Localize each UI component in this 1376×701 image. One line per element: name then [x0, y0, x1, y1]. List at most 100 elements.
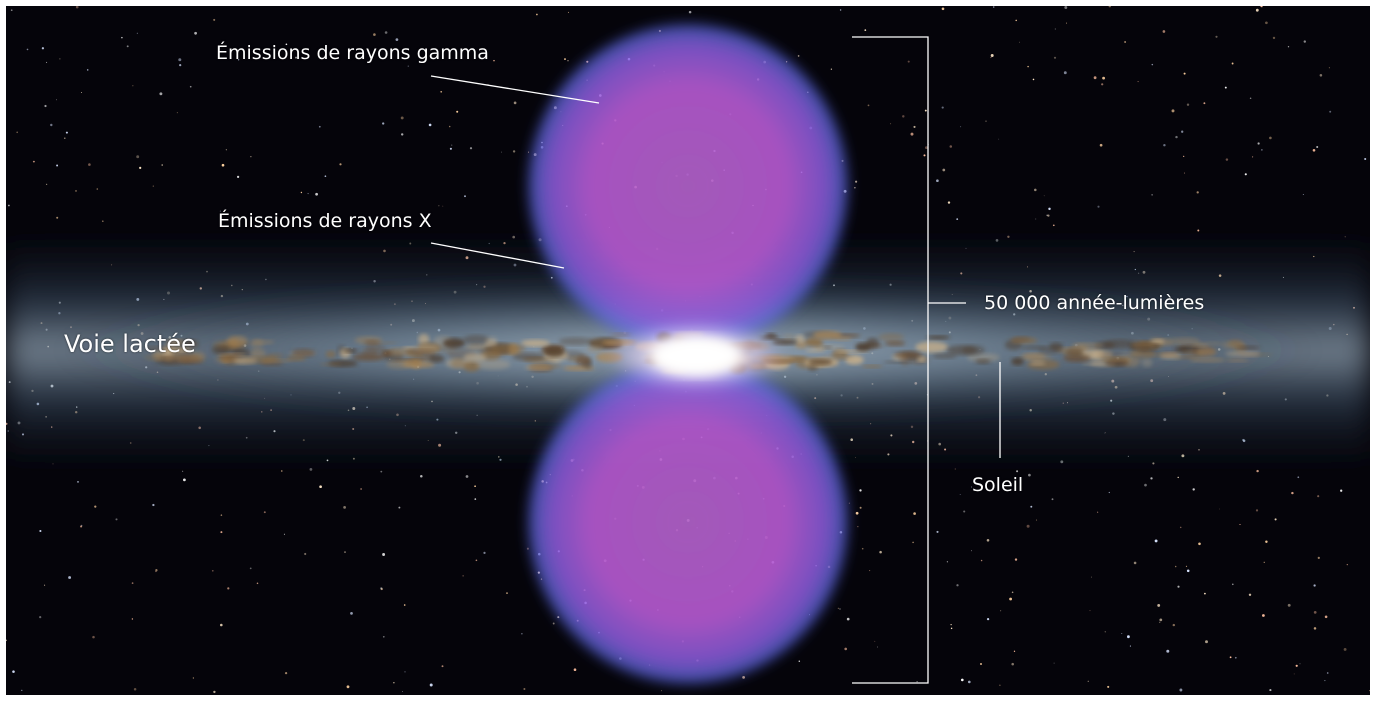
star	[1328, 67, 1330, 69]
star	[1205, 640, 1208, 644]
star	[567, 59, 569, 62]
star	[1183, 72, 1186, 75]
star	[1150, 477, 1153, 480]
star	[1329, 110, 1332, 113]
star	[1255, 509, 1259, 512]
star	[192, 677, 195, 679]
dust-cloud	[226, 335, 248, 347]
dust-cloud	[380, 350, 392, 357]
dust-cloud	[521, 339, 550, 347]
star	[395, 38, 399, 41]
star	[1274, 518, 1277, 521]
dust-cloud	[931, 353, 957, 359]
star	[220, 531, 223, 534]
star	[864, 29, 867, 31]
star	[797, 55, 800, 57]
star	[75, 189, 77, 192]
star	[213, 690, 216, 694]
star	[1026, 524, 1030, 528]
star	[1064, 6, 1068, 9]
star	[219, 210, 221, 212]
star	[152, 185, 154, 187]
star	[44, 104, 47, 108]
star	[855, 180, 858, 183]
star	[956, 218, 959, 220]
star	[1181, 130, 1184, 133]
star	[88, 163, 91, 166]
star	[1174, 565, 1177, 568]
star	[877, 646, 878, 648]
star	[1051, 498, 1054, 501]
star	[925, 146, 928, 150]
star	[879, 550, 882, 554]
dust-cloud	[1237, 345, 1261, 350]
star	[39, 529, 42, 533]
star	[1291, 491, 1294, 495]
star	[449, 147, 452, 150]
star	[429, 683, 433, 687]
dust-cloud	[1174, 346, 1189, 353]
star	[132, 85, 134, 87]
star	[80, 525, 83, 528]
star	[1032, 78, 1035, 81]
star	[179, 64, 182, 67]
dust-cloud	[530, 360, 548, 365]
star	[346, 685, 350, 689]
star	[236, 175, 240, 179]
star	[81, 92, 82, 94]
star	[21, 689, 23, 692]
dust-cloud	[1141, 358, 1153, 368]
star	[39, 615, 42, 619]
star	[1215, 35, 1218, 38]
dust-cloud	[558, 337, 595, 346]
star	[874, 640, 876, 642]
star	[1317, 495, 1320, 498]
star	[1265, 21, 1268, 25]
star	[56, 99, 57, 101]
star	[990, 54, 994, 57]
star	[380, 587, 383, 590]
star	[867, 104, 870, 107]
dust-cloud	[1196, 347, 1217, 357]
star	[1177, 476, 1179, 479]
star	[220, 623, 223, 627]
star	[1192, 488, 1195, 491]
star	[77, 481, 79, 483]
star	[1099, 143, 1103, 147]
dust-cloud	[1130, 349, 1155, 359]
xray-pointer-line	[430, 242, 565, 269]
star	[1248, 593, 1252, 597]
scale-bracket	[852, 36, 929, 684]
star	[213, 18, 216, 21]
star	[500, 151, 502, 153]
star	[1316, 145, 1319, 149]
dust-cloud	[1174, 355, 1199, 360]
star	[985, 120, 987, 122]
star	[830, 68, 833, 70]
star	[1244, 173, 1247, 176]
dust-cloud	[1228, 339, 1243, 348]
star	[295, 56, 298, 59]
dust-cloud	[475, 359, 511, 370]
star	[1052, 224, 1055, 227]
star	[521, 633, 523, 635]
star	[318, 125, 321, 128]
star	[474, 485, 476, 488]
galaxy-artwork	[6, 6, 1370, 695]
star	[307, 193, 309, 195]
star	[839, 9, 842, 11]
dust-cloud	[808, 358, 833, 366]
star	[854, 187, 856, 189]
star	[483, 551, 486, 555]
star	[688, 10, 692, 14]
star	[1030, 505, 1033, 508]
gamma-emission-label: Émissions de rayons gamma	[216, 42, 489, 64]
star	[1175, 135, 1178, 139]
star	[661, 690, 663, 692]
dust-cloud	[171, 353, 204, 362]
star	[176, 112, 178, 114]
star	[1312, 148, 1316, 152]
star	[304, 552, 307, 556]
star	[1229, 656, 1232, 659]
star	[1133, 561, 1137, 565]
